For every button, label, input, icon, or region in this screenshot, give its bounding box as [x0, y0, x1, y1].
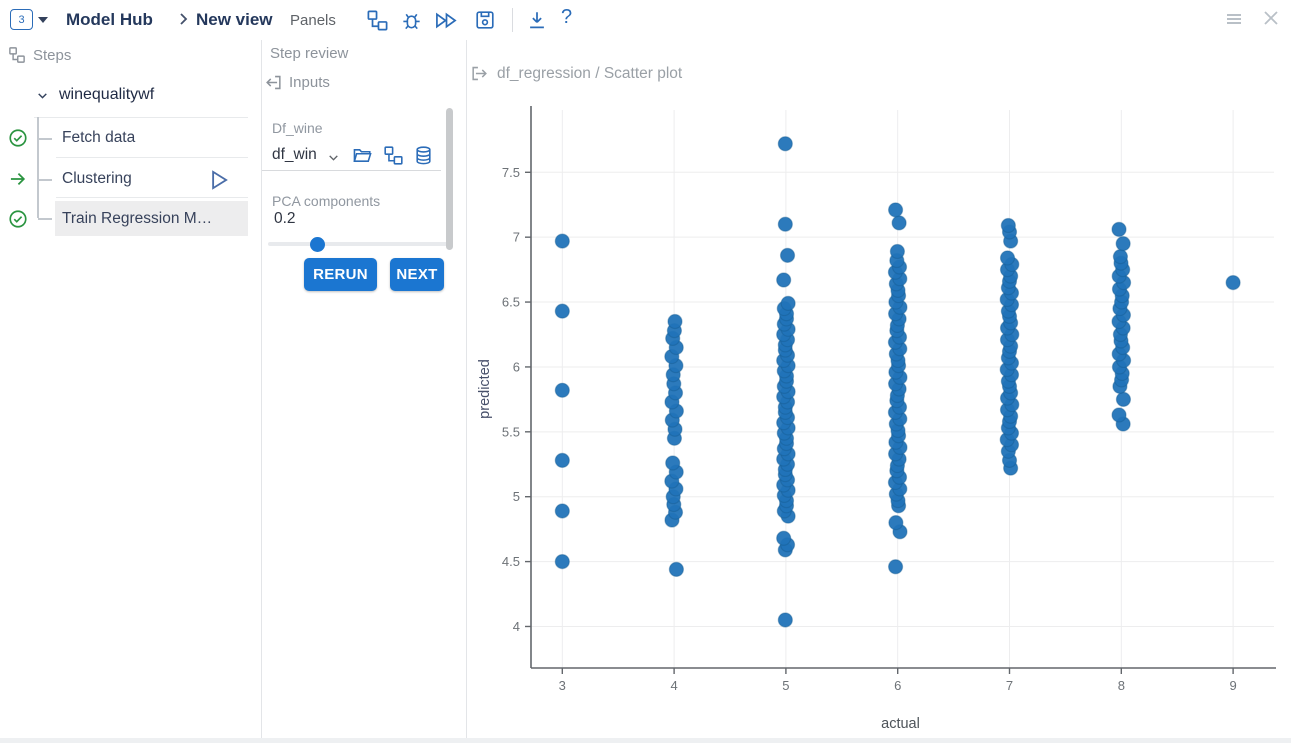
save-icon[interactable]	[474, 9, 497, 32]
svg-text:8: 8	[1118, 678, 1125, 693]
import-icon	[264, 73, 283, 92]
download-icon[interactable]	[526, 9, 549, 32]
workflow-root-row[interactable]: winequalitywf	[36, 86, 154, 104]
panel-divider-right	[466, 40, 467, 738]
tree-connector	[38, 218, 52, 220]
row-divider	[56, 197, 248, 198]
svg-text:4: 4	[670, 678, 677, 693]
rerun-button[interactable]: RERUN	[304, 258, 377, 291]
svg-text:predicted: predicted	[477, 359, 493, 419]
input-underline	[262, 170, 441, 171]
steps-panel-title: Steps	[33, 46, 72, 64]
svg-text:5: 5	[782, 678, 789, 693]
next-button[interactable]: NEXT	[390, 258, 444, 291]
svg-text:4.5: 4.5	[502, 554, 520, 569]
horizontal-scrollbar-track[interactable]	[0, 738, 1291, 743]
tree-branch-line	[37, 117, 39, 218]
open-folder-icon[interactable]	[352, 145, 373, 166]
inputs-section-header: Inputs	[264, 73, 330, 92]
pca-slider-thumb[interactable]	[310, 237, 325, 252]
status-running-icon	[8, 169, 28, 189]
inputs-section-title: Inputs	[289, 74, 330, 91]
toolbar-divider	[512, 8, 513, 32]
chevron-down-icon[interactable]	[36, 89, 49, 102]
tree-connector	[38, 179, 52, 181]
svg-text:3: 3	[559, 678, 566, 693]
svg-text:5.5: 5.5	[502, 424, 520, 439]
workflow-icon[interactable]	[383, 145, 404, 166]
menu-icon[interactable]	[1224, 9, 1247, 32]
pca-slider-track[interactable]	[268, 242, 453, 246]
field-label-df-wine: Df_wine	[272, 120, 323, 136]
svg-text:7: 7	[1006, 678, 1013, 693]
svg-text:6: 6	[894, 678, 901, 693]
debug-icon[interactable]	[400, 9, 423, 32]
scatter-plot: 4 4.5 5 5.5 6 6.5 7 7.5 3 4 5 6 7 8 9 actual predicted	[477, 106, 1276, 732]
sidebar-item-train-regression[interactable]: Train Regression M…	[62, 210, 213, 227]
svg-text:5: 5	[513, 489, 520, 504]
svg-text:4: 4	[513, 619, 520, 634]
status-completed-icon	[8, 209, 28, 229]
selected-step-highlight	[55, 201, 248, 236]
workflow-name: winequalitywf	[59, 86, 155, 103]
panels-button[interactable]: Panels	[290, 12, 336, 29]
play-icon[interactable]	[205, 167, 231, 193]
close-icon[interactable]	[1262, 9, 1285, 32]
svg-text:7.5: 7.5	[502, 165, 520, 180]
row-divider	[34, 117, 248, 118]
steps-panel-header: Steps	[8, 46, 71, 64]
help-icon[interactable]: ?	[561, 6, 573, 28]
caret-down-icon[interactable]	[38, 17, 48, 23]
sidebar-item-fetch-data[interactable]: Fetch data	[62, 129, 136, 146]
status-completed-icon	[8, 128, 28, 148]
export-icon	[470, 64, 489, 83]
breadcrumb-chevron-icon	[176, 11, 190, 27]
output-panel-header: df_regression / Scatter plot	[470, 64, 682, 83]
breadcrumb-view: New view	[196, 10, 273, 29]
step-review-title: Step review	[270, 45, 349, 62]
pca-components-value: 0.2	[274, 210, 296, 227]
svg-text:7: 7	[513, 230, 520, 245]
chevron-down-icon[interactable]	[327, 151, 340, 164]
breadcrumb-app[interactable]: Model Hub	[66, 10, 153, 29]
run-all-icon[interactable]	[434, 9, 457, 32]
svg-text:6.5: 6.5	[502, 295, 520, 310]
sidebar-item-clustering[interactable]: Clustering	[62, 170, 132, 187]
toolbar: 3 Model Hub New view Panels ?	[0, 0, 1291, 40]
svg-text:9: 9	[1229, 678, 1236, 693]
df-wine-select[interactable]: df_win	[272, 146, 317, 163]
workflow-icon	[8, 46, 26, 64]
svg-text:actual: actual	[881, 716, 920, 732]
vertical-scrollbar[interactable]	[446, 108, 453, 250]
field-label-pca-components: PCA components	[272, 193, 381, 209]
workflow-icon[interactable]	[366, 9, 389, 32]
database-icon[interactable]	[413, 145, 434, 166]
panel-divider-left	[261, 40, 262, 738]
tree-connector	[38, 138, 52, 140]
svg-text:6: 6	[513, 359, 520, 374]
version-badge[interactable]: 3	[10, 9, 33, 30]
row-divider	[56, 157, 248, 158]
output-panel-title: df_regression / Scatter plot	[497, 64, 683, 82]
